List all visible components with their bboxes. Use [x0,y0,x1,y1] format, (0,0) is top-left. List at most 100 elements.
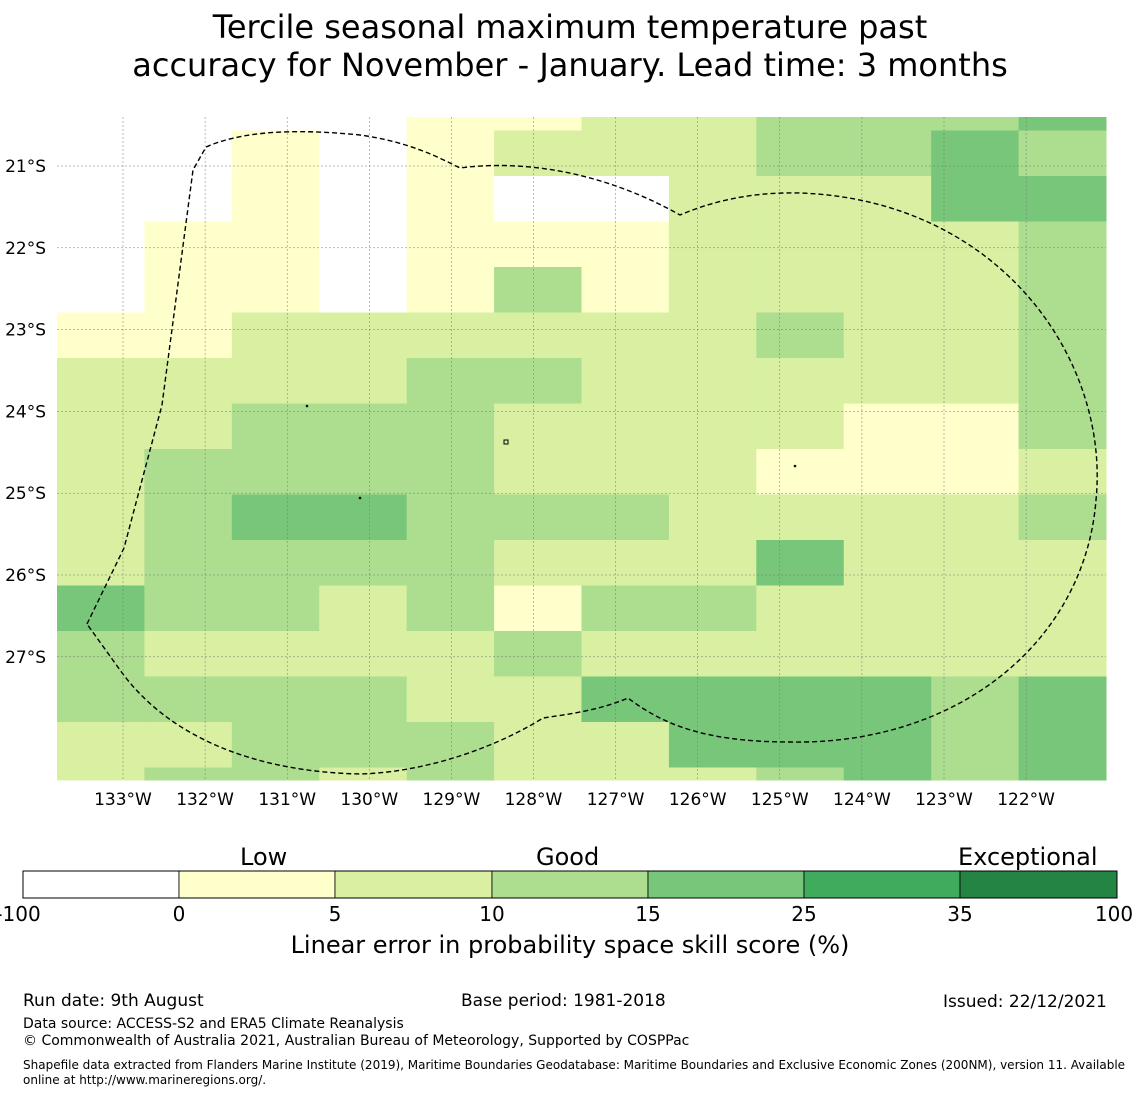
grid-cell [1018,449,1107,495]
grid-cell [756,358,845,404]
grid-cell [1018,722,1107,768]
grid-cell [843,494,932,541]
grid-cell [843,176,932,222]
data-source: Data source: ACCESS-S2 and ERA5 Climate … [23,1016,404,1032]
grid-cell [406,221,495,268]
grid-cell [581,130,670,177]
colorbar-axis-label: Linear error in probability space skill … [290,931,850,959]
grid-cell [494,221,582,268]
grid-cell [581,540,670,586]
grid-cell [1018,358,1107,404]
grid-cell [1018,221,1107,268]
grid-cell [494,585,582,632]
grid-cell [57,221,145,268]
grid-cell [668,585,757,632]
grid-cell [144,449,233,495]
grid-cell [406,176,495,222]
grid-cell [931,403,1020,450]
grid-cell [668,722,757,768]
grid-cell [231,631,320,677]
islet [358,496,362,500]
colorbar-segment [491,870,649,899]
colorbar-tick: 35 [947,902,973,926]
grid-cell [756,221,845,268]
grid-cell [931,631,1020,677]
grid-cell [931,130,1020,177]
grid-cell [581,176,670,222]
grid-cell [57,722,145,768]
grid-cell [843,312,932,359]
grid-cell [1018,676,1107,723]
colorbar-tick: -100 [0,902,41,926]
grid-cell [406,722,495,768]
grid-cell [931,722,1020,768]
grid-cell [406,403,495,450]
grid-cell [756,312,845,359]
grid-cell [931,494,1020,541]
longitude-tick-label: 130°W [340,790,398,810]
grid-cell [494,631,582,677]
grid-cell [494,117,582,131]
grid-cell [494,176,582,222]
grid-cell [144,676,233,723]
grid-cell [494,722,582,768]
grid-cell [57,403,145,450]
latitude-tick-label: 27°S [5,648,46,668]
grid-cell [1018,312,1107,359]
grid-cell [1018,176,1107,222]
colorbar-category-good: Good [536,843,600,871]
grid-cell [931,358,1020,404]
grid-cell [1018,767,1107,781]
grid-cell [57,449,145,495]
run-date: Run date: 9th August [23,991,204,1011]
grid-cell [843,540,932,586]
grid-cell [406,267,495,313]
grid-cell [494,130,582,177]
grid-cell [668,117,757,131]
chart-title-line-2: accuracy for November - January. Lead ti… [132,46,1008,84]
grid-cell [319,312,408,359]
grid-cell [494,540,582,586]
grid-cell [231,767,320,781]
islet [305,404,309,408]
grid-cell [843,767,932,781]
grid-cell [319,631,408,677]
grid-cell [144,267,233,313]
grid-cell [668,176,757,222]
grid-cell [319,585,408,632]
grid-cell [668,676,757,723]
grid-cell [931,117,1020,131]
latitude-tick-label: 26°S [5,566,46,586]
longitude-tick-label: 122°W [997,790,1055,810]
grid-cell [144,585,233,632]
grid-cell [57,676,145,723]
grid-cell [756,494,845,541]
grid-cell [581,767,670,781]
grid-cell [231,312,320,359]
colorbar-segment [647,870,805,899]
shapefile-credit: Shapefile data extracted from Flanders M… [23,1058,1126,1087]
grid-cell [319,267,408,313]
axis-tick-labels: 133°W 132°W 131°W 130°W 129°W 128°W 127°W 126°W… [5,157,1055,810]
grid-cell [756,676,845,723]
grid-cell [231,449,320,495]
grid-cell [406,767,495,781]
grid-cell [1018,631,1107,677]
grid-cell [406,631,495,677]
grid-cell [406,117,495,131]
grid-cell [1018,403,1107,450]
grid-cell [231,403,320,450]
grid-cell [1018,540,1107,586]
grid-cell [756,267,845,313]
longitude-tick-label: 129°W [423,790,481,810]
grid-cell [57,267,145,313]
grid-cell [756,176,845,222]
grid-cell [319,403,408,450]
grid-cell [931,176,1020,222]
grid-cell [231,117,320,131]
grid-cell [494,403,582,450]
grid-cell [756,767,845,781]
grid-cell [843,676,932,723]
grid-cell [756,403,845,450]
grid-cell [668,767,757,781]
